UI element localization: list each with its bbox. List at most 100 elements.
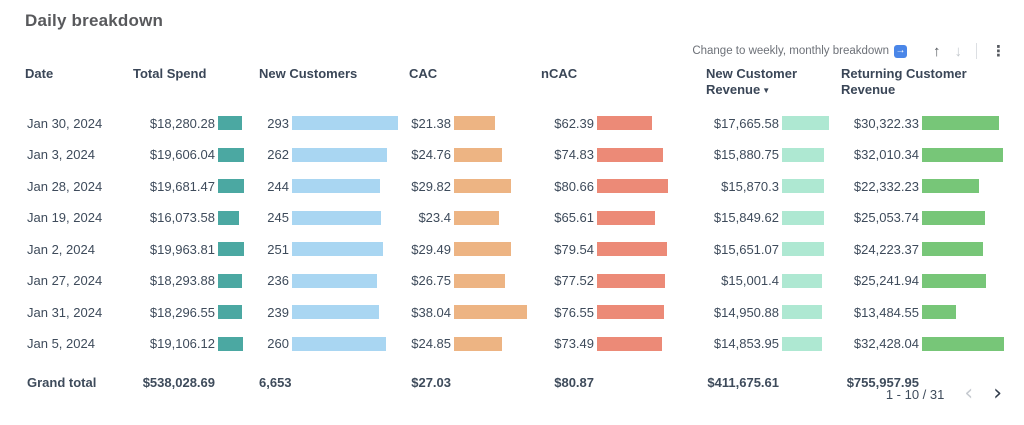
date-cell: Jan 31, 2024 bbox=[27, 304, 103, 320]
date-cell: Jan 19, 2024 bbox=[27, 210, 103, 226]
new-customers-bar bbox=[292, 242, 383, 257]
returning-customer-revenue-cell: $30,322.33 bbox=[841, 116, 1007, 131]
new-customer-revenue-bar bbox=[782, 210, 825, 225]
ncac-bar bbox=[597, 210, 655, 225]
grand-total-label: Grand total bbox=[27, 375, 97, 390]
cac-cell: $29.82 bbox=[409, 179, 541, 194]
column-header-returning-customer-revenue[interactable]: Returning Customer Revenue bbox=[841, 66, 967, 98]
cac-value: $29.82 bbox=[411, 178, 451, 194]
total-spend-bar bbox=[218, 273, 242, 288]
sort-ascending-icon[interactable]: ↑ bbox=[933, 42, 941, 60]
date-cell: Jan 3, 2024 bbox=[27, 147, 95, 163]
cac-bar bbox=[454, 210, 499, 225]
column-header-ncac[interactable]: nCAC bbox=[541, 66, 578, 81]
cac-value: $29.49 bbox=[411, 241, 451, 257]
returning-customer-revenue-cell: $32,010.34 bbox=[841, 147, 1007, 162]
rcr-value: $32,010.34 bbox=[853, 147, 919, 163]
breakdown-hint-label: Change to weekly, monthly breakdown bbox=[692, 45, 889, 57]
returning-customer-revenue-bar bbox=[922, 147, 1003, 162]
cac-bar bbox=[454, 116, 495, 131]
right-arrow-emoji-icon: → bbox=[894, 44, 907, 58]
new-customers-cell: 245 bbox=[259, 210, 409, 225]
returning-customer-revenue-cell: $25,053.74 bbox=[841, 210, 1007, 225]
grand-total-ncac: $80.87 bbox=[554, 375, 594, 390]
ncac-value: $77.52 bbox=[554, 273, 594, 289]
ncac-bar bbox=[597, 336, 662, 351]
page-title: Daily breakdown bbox=[25, 11, 164, 30]
grand-total-ncr: $411,675.61 bbox=[707, 375, 779, 390]
new-customer-revenue-bar bbox=[782, 242, 824, 257]
toolbar: Change to weekly, monthly breakdown → ↑ … bbox=[692, 42, 1006, 61]
new-customers-bar bbox=[292, 147, 387, 162]
returning-customer-revenue-bar bbox=[922, 116, 999, 131]
total-spend-bar bbox=[218, 336, 243, 351]
next-page-icon[interactable]: › bbox=[993, 381, 1002, 406]
spend-value: $18,280.28 bbox=[149, 115, 215, 131]
column-header-cac[interactable]: CAC bbox=[409, 66, 438, 81]
total-spend-cell: $18,296.55 bbox=[133, 305, 259, 320]
table-row: Jan 5, 2024 $19,106.12 260 $24.85 $73.49… bbox=[25, 328, 1007, 360]
table-row: Jan 31, 2024 $18,296.55 239 $38.04 $76.5… bbox=[25, 297, 1007, 329]
total-spend-cell: $19,963.81 bbox=[133, 242, 259, 257]
previous-page-icon[interactable]: ‹ bbox=[964, 381, 974, 406]
returning-customer-revenue-cell: $25,241.94 bbox=[841, 273, 1007, 288]
date-cell: Jan 5, 2024 bbox=[27, 336, 95, 352]
cac-bar bbox=[454, 305, 527, 320]
ncac-value: $80.66 bbox=[554, 178, 594, 194]
total-spend-bar bbox=[218, 305, 242, 320]
cac-bar bbox=[454, 179, 512, 194]
returning-customer-revenue-bar bbox=[922, 179, 979, 194]
page-range: 1 - 10 / 31 bbox=[885, 386, 945, 402]
spend-value: $19,106.12 bbox=[149, 336, 215, 352]
column-header-new-customer-revenue-label: New Customer Revenue bbox=[706, 66, 798, 98]
table-row: Jan 28, 2024 $19,681.47 244 $29.82 $80.6… bbox=[25, 171, 1007, 203]
customers-value: 236 bbox=[267, 273, 289, 289]
customers-value: 245 bbox=[267, 210, 289, 226]
ncac-value: $74.83 bbox=[554, 147, 594, 163]
new-customers-bar bbox=[292, 179, 381, 194]
rcr-value: $32,428.04 bbox=[853, 336, 919, 352]
new-customer-revenue-cell: $14,950.88 bbox=[706, 305, 841, 320]
new-customers-bar bbox=[292, 116, 399, 131]
ncac-cell: $73.49 bbox=[541, 336, 706, 351]
ncac-cell: $65.61 bbox=[541, 210, 706, 225]
total-spend-bar bbox=[218, 242, 245, 257]
date-cell: Jan 27, 2024 bbox=[27, 273, 103, 289]
rcr-value: $30,322.33 bbox=[853, 115, 919, 131]
customers-value: 293 bbox=[267, 115, 289, 131]
breakdown-table: Date Total Spend New Customers CAC nCAC … bbox=[25, 66, 1007, 400]
spend-value: $16,073.58 bbox=[149, 210, 215, 226]
spend-value: $19,606.04 bbox=[149, 147, 215, 163]
total-spend-cell: $16,073.58 bbox=[133, 210, 259, 225]
customers-value: 239 bbox=[267, 304, 289, 320]
new-customers-cell: 293 bbox=[259, 116, 409, 131]
spend-value: $18,293.88 bbox=[149, 273, 215, 289]
more-options-icon[interactable]: ⋮ bbox=[991, 43, 1006, 60]
ncr-value: $14,853.95 bbox=[713, 336, 779, 352]
date-cell: Jan 2, 2024 bbox=[27, 241, 95, 257]
new-customers-cell: 239 bbox=[259, 305, 409, 320]
ncac-cell: $79.54 bbox=[541, 242, 706, 257]
table-row: Jan 30, 2024 $18,280.28 293 $21.38 $62.3… bbox=[25, 108, 1007, 140]
cac-bar bbox=[454, 242, 511, 257]
returning-customer-revenue-bar bbox=[922, 242, 984, 257]
new-customers-bar bbox=[292, 210, 381, 225]
new-customers-cell: 236 bbox=[259, 273, 409, 288]
table-row: Jan 19, 2024 $16,073.58 245 $23.4 $65.61… bbox=[25, 202, 1007, 234]
total-spend-bar bbox=[218, 116, 242, 131]
toolbar-divider bbox=[976, 43, 977, 59]
table-row: Jan 3, 2024 $19,606.04 262 $24.76 $74.83… bbox=[25, 139, 1007, 171]
column-header-new-customers[interactable]: New Customers bbox=[259, 66, 358, 81]
rcr-value: $24,223.37 bbox=[853, 241, 919, 257]
ncac-bar bbox=[597, 147, 663, 162]
customers-value: 260 bbox=[267, 336, 289, 352]
sort-descending-icon[interactable]: ↓ bbox=[954, 42, 963, 60]
date-cell: Jan 28, 2024 bbox=[27, 178, 103, 194]
new-customer-revenue-cell: $15,880.75 bbox=[706, 147, 841, 162]
rcr-value: $22,332.23 bbox=[853, 178, 919, 194]
column-header-new-customer-revenue[interactable]: New Customer Revenue ▼ bbox=[706, 66, 841, 99]
column-header-date[interactable]: Date bbox=[25, 66, 54, 81]
ncac-bar bbox=[597, 179, 668, 194]
column-header-total-spend[interactable]: Total Spend bbox=[133, 66, 207, 81]
total-spend-cell: $18,280.28 bbox=[133, 116, 259, 131]
